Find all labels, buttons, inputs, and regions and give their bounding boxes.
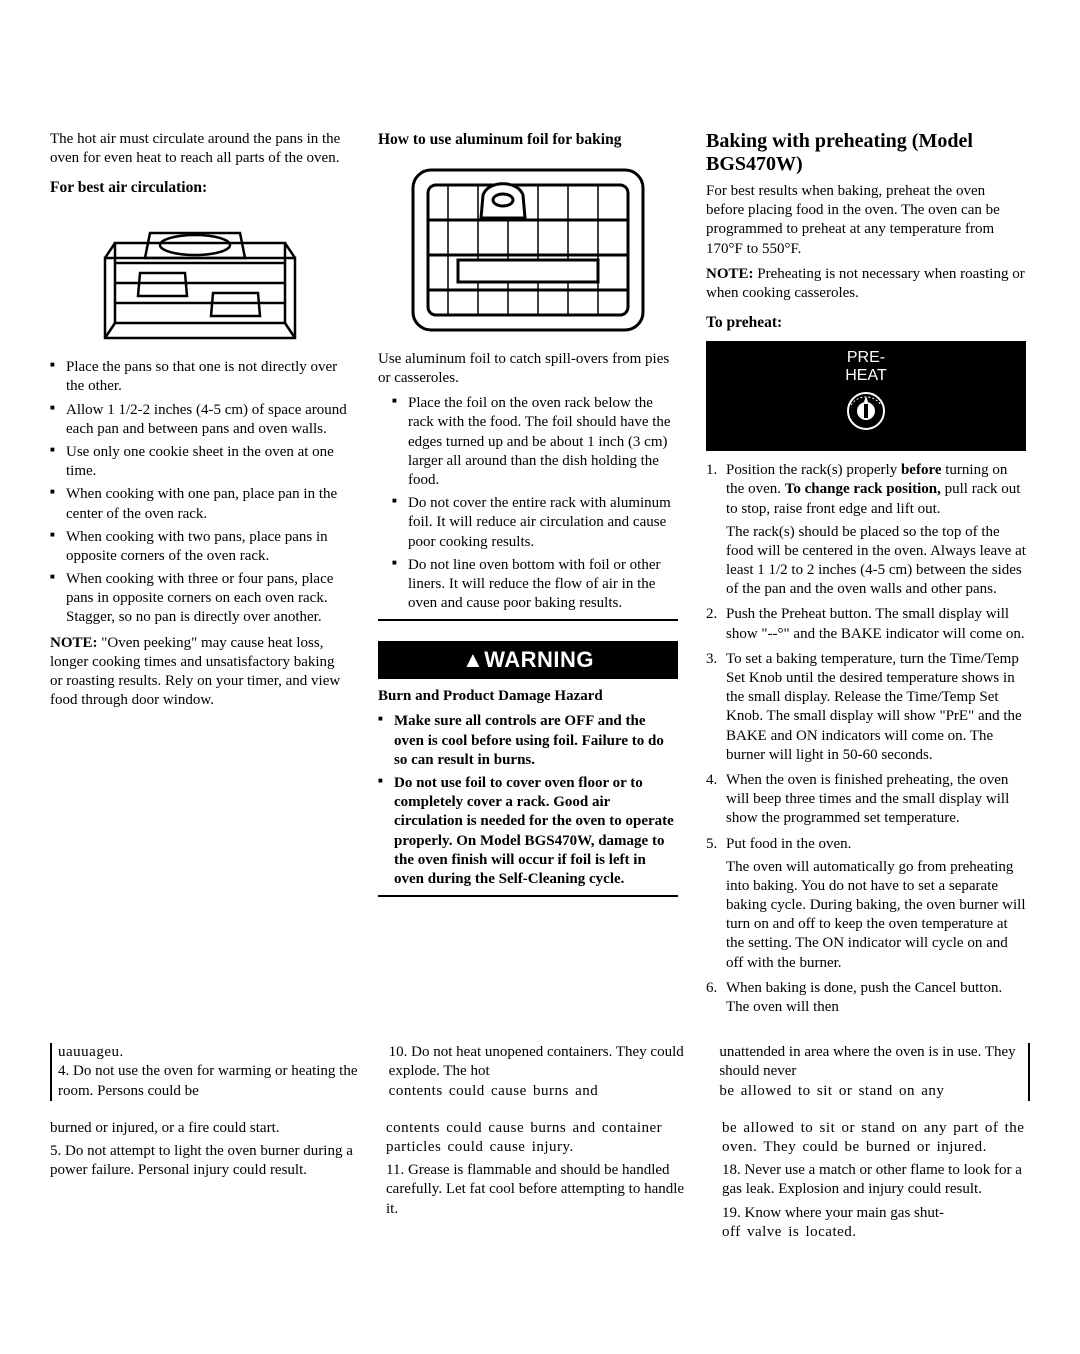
step1-before: before (901, 462, 942, 478)
bottom-r2-c2: contents could cause burns and container… (386, 1119, 694, 1242)
frag-r2c1a: burned or injured, or a fire could start… (50, 1119, 358, 1138)
step-2: 2.Push the Preheat button. The small dis… (706, 605, 1026, 643)
col3-steps: 1. Position the rack(s) properly before … (706, 461, 1026, 1017)
step1a: Position the rack(s) properly (726, 462, 897, 478)
warning-title: Burn and Product Damage Hazard (378, 687, 678, 706)
oven-rack-figure (95, 208, 305, 348)
col1-bullet-3: When cooking with one pan, place pan in … (50, 485, 350, 523)
frag-r1c1b: 4. Do not use the oven for warming or he… (58, 1062, 361, 1100)
col2-bullet-2: Do not line oven bottom with foil or oth… (392, 556, 678, 614)
col2-caption: Use aluminum foil to catch spill-overs f… (378, 350, 678, 388)
column-1: The hot air must circulate around the pa… (50, 130, 350, 1023)
step-4: 4.When the oven is finished preheating, … (706, 771, 1026, 829)
preheat-line2: HEAT (706, 367, 1026, 385)
bottom-r1-c2: 10. Do not heat unopened containers. The… (389, 1043, 692, 1101)
step5b: The oven will automatically go from preh… (726, 858, 1026, 973)
column-2: How to use aluminum foil for baking Use … (378, 130, 678, 1023)
frag-r2c1b: 5. Do not attempt to light the oven burn… (50, 1142, 358, 1180)
oven-foil-figure (403, 160, 653, 340)
col1-bullet-4: When cooking with two pans, place pans i… (50, 528, 350, 566)
frag-r1c2b: contents could cause burns and (389, 1082, 692, 1101)
frag-r1c2a: 10. Do not heat unopened containers. The… (389, 1043, 692, 1081)
knob-icon (841, 390, 891, 432)
col2-bullets: Place the foil on the oven rack below th… (378, 394, 678, 613)
frag-r1c3b: be allowed to sit or stand on any (719, 1082, 1022, 1101)
col3-note: NOTE: Preheating is not necessary when r… (706, 265, 1026, 303)
frag-r2c3a: be allowed to sit or stand on any part o… (722, 1119, 1030, 1157)
col2-bullet-1: Do not cover the entire rack with alumin… (392, 494, 678, 552)
warning-bullet-1: Do not use foil to cover oven floor or t… (378, 774, 678, 889)
frag-r2c3c: 19. Know where your main gas shut- (722, 1204, 1030, 1223)
col3-note-label: NOTE: (706, 266, 754, 282)
col3-intro: For best results when baking, preheat th… (706, 182, 1026, 259)
warning-box: ▲WARNING Burn and Product Damage Hazard … (378, 619, 678, 897)
col2-bullet-0: Place the foil on the oven rack below th… (392, 394, 678, 490)
bottom-r2-c3: be allowed to sit or stand on any part o… (722, 1119, 1030, 1242)
bottom-r1-c1: uauuageu. 4. Do not use the oven for war… (50, 1043, 361, 1101)
col1-subtitle: For best air circulation: (50, 178, 350, 198)
col2-title: How to use aluminum foil for baking (378, 130, 678, 150)
step1d: The rack(s) should be placed so the top … (726, 523, 1026, 600)
warning-bullet-0: Make sure all controls are OFF and the o… (378, 712, 678, 770)
step1-change: To change rack position, (785, 481, 941, 497)
col1-bullet-0: Place the pans so that one is not direct… (50, 358, 350, 396)
frag-r2c3d: off valve is located. (722, 1223, 1030, 1242)
warning-bar: ▲WARNING (378, 641, 678, 679)
frag-r1c3a: unattended in area where the oven is in … (719, 1043, 1022, 1081)
step-3: 3.To set a baking temperature, turn the … (706, 650, 1026, 765)
warning-bullets: Make sure all controls are OFF and the o… (378, 712, 678, 889)
preheat-display: PRE- HEAT (706, 341, 1026, 451)
column-3: Baking with preheating (Model BGS470W) F… (706, 130, 1026, 1023)
frag-r2c3b: 18. Never use a match or other flame to … (722, 1161, 1030, 1199)
col3-note-text: Preheating is not necessary when roastin… (706, 266, 1025, 301)
col1-intro: The hot air must circulate around the pa… (50, 130, 350, 168)
bottom-r1-c3: unattended in area where the oven is in … (719, 1043, 1030, 1101)
step-6: 6.When baking is done, push the Cancel b… (706, 979, 1026, 1017)
page-columns: The hot air must circulate around the pa… (50, 130, 1030, 1023)
col1-bullet-5: When cooking with three or four pans, pl… (50, 570, 350, 628)
col1-bullets: Place the pans so that one is not direct… (50, 358, 350, 627)
col1-note: NOTE: "Oven peeking" may cause heat loss… (50, 634, 350, 711)
preheat-line1: PRE- (706, 349, 1026, 367)
step-1: 1. Position the rack(s) properly before … (706, 461, 1026, 599)
col1-bullet-1: Allow 1 1/2-2 inches (4-5 cm) of space a… (50, 401, 350, 439)
col1-bullet-2: Use only one cookie sheet in the oven at… (50, 443, 350, 481)
frag-r2c2a: contents could cause burns and container… (386, 1119, 694, 1157)
bottom-r2-c1: burned or injured, or a fire could start… (50, 1119, 358, 1242)
col1-note-label: NOTE: (50, 635, 98, 651)
step-5: 5.Put food in the oven. The oven will au… (706, 835, 1026, 973)
frag-r1c1a: uauuageu. (58, 1043, 361, 1062)
bottom-fragments: uauuageu. 4. Do not use the oven for war… (50, 1043, 1030, 1242)
col3-preheat-label: To preheat: (706, 313, 1026, 333)
col3-main-title: Baking with preheating (Model BGS470W) (706, 130, 1026, 176)
frag-r2c2b: 11. Grease is flammable and should be ha… (386, 1161, 694, 1219)
